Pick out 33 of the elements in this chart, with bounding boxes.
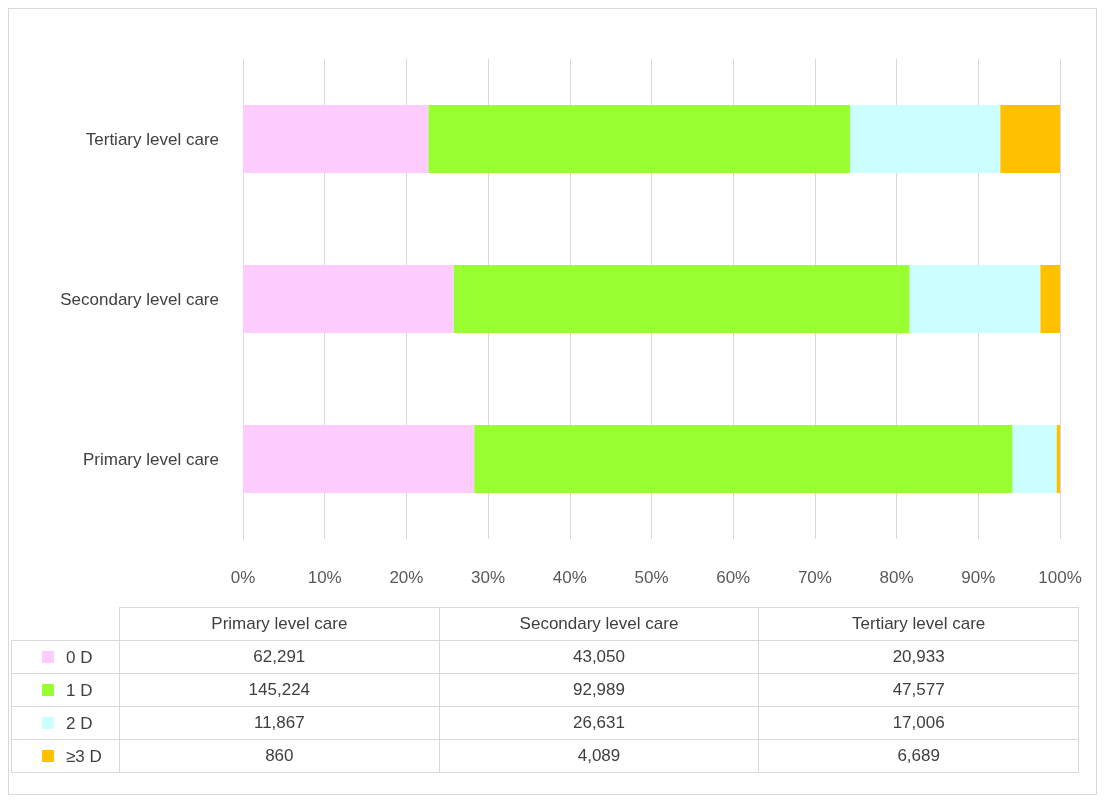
text: 11,867 [119, 706, 440, 740]
legend-label: 1 D [66, 680, 93, 700]
text: 145,224 [119, 673, 440, 707]
x-tick-label: 100% [1038, 568, 1082, 587]
x-tick-label: 70% [797, 568, 832, 587]
x-tick-label: 90% [961, 568, 996, 587]
x-tick-label: 50% [634, 568, 669, 587]
text: 20,933 [758, 640, 1079, 674]
text: 92,989 [439, 673, 759, 707]
text: 47,577 [758, 673, 1079, 707]
x-tick-label: 0% [230, 568, 256, 587]
text: 62,291 [119, 640, 440, 674]
text: 4,089 [439, 739, 759, 773]
legend-label: 0 D [66, 647, 93, 667]
y-tick-label: Tertiary level care [85, 129, 219, 149]
x-tick-label: 60% [716, 568, 751, 587]
legend-label: ≥3 D [66, 746, 102, 766]
legend-label: 2 D [66, 713, 93, 733]
x-tick-label: 40% [552, 568, 587, 587]
x-tick-label: 20% [389, 568, 424, 587]
y-tick-label: Primary level care [82, 449, 219, 469]
category-label: Primary level care [211, 614, 348, 633]
x-tick-label: 80% [879, 568, 914, 587]
text: 43,050 [439, 640, 759, 674]
x-tick-label: 10% [307, 568, 342, 587]
text: 26,631 [439, 706, 759, 740]
x-tick-label: 30% [471, 568, 506, 587]
text: 6,689 [758, 739, 1079, 773]
text: 17,006 [758, 706, 1079, 740]
category-label: Secondary level care [519, 614, 679, 633]
text: 860 [119, 739, 440, 773]
y-tick-label: Secondary level care [60, 289, 219, 309]
category-label: Tertiary level care [852, 614, 986, 633]
